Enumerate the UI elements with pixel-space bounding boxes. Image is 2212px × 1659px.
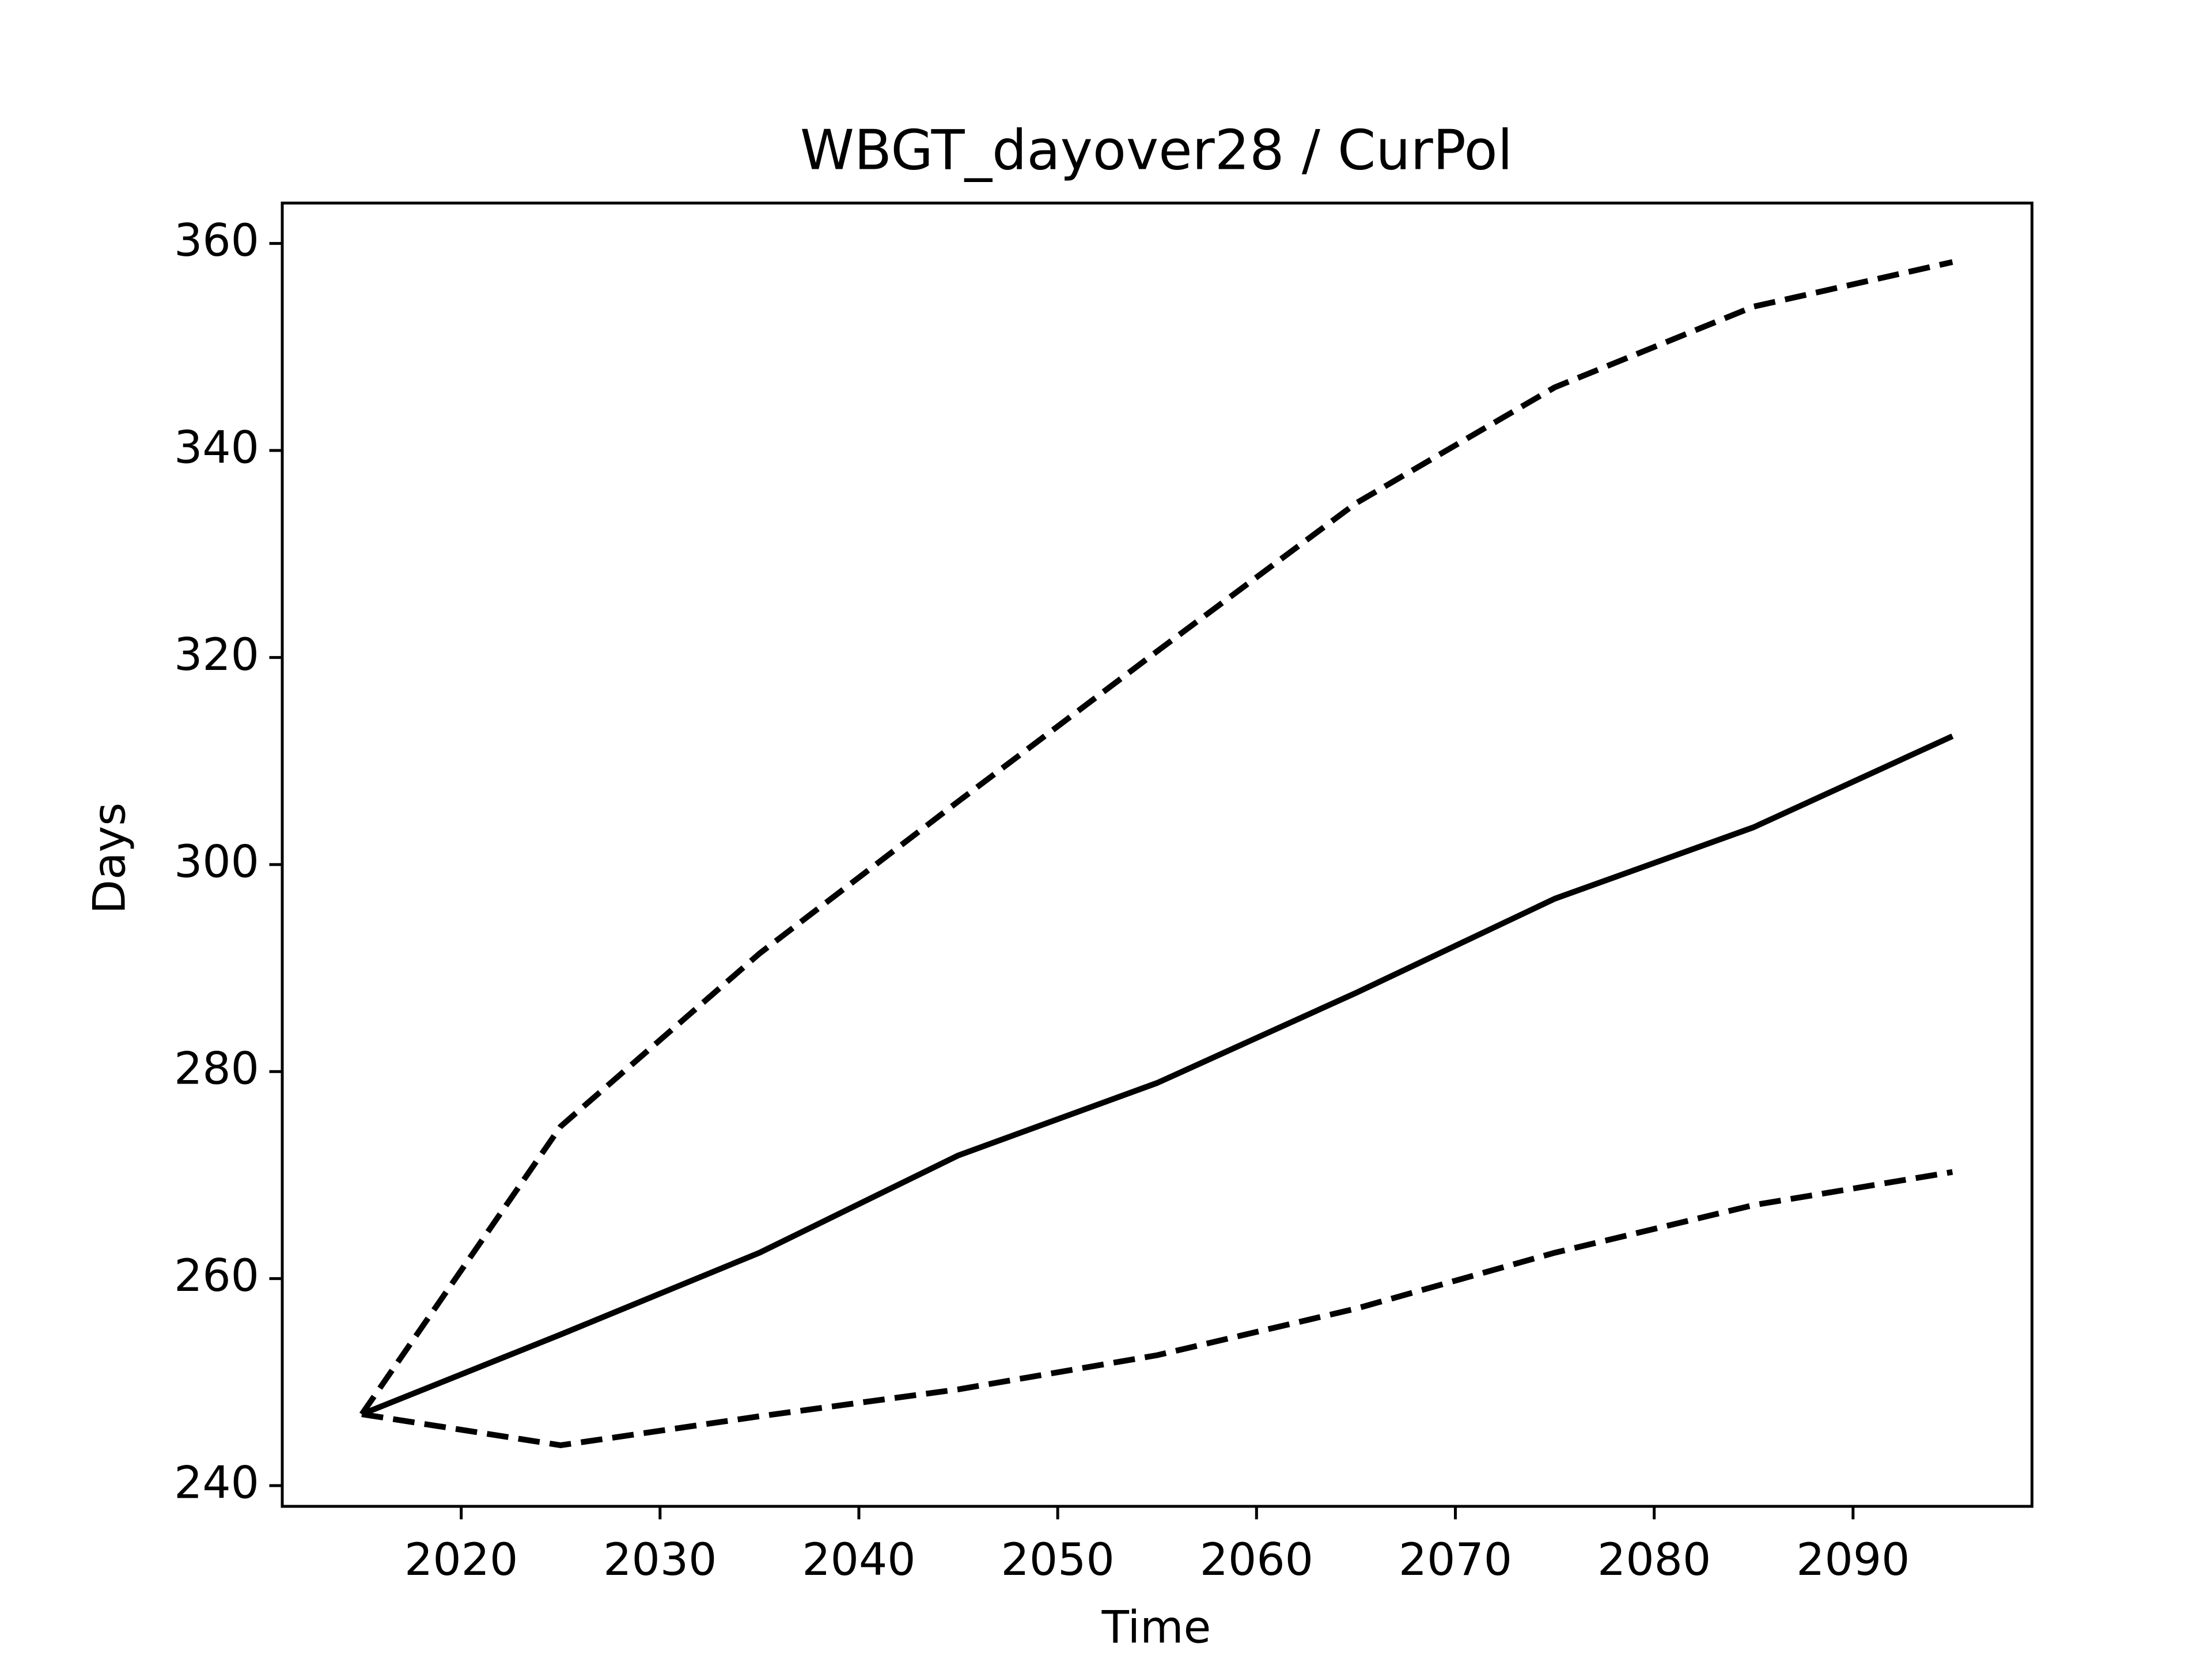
x-tick-label: 2070 xyxy=(1399,1534,1512,1586)
y-tick-label: 240 xyxy=(174,1457,259,1509)
x-tick-label: 2040 xyxy=(802,1534,915,1586)
x-tick-label: 2050 xyxy=(1001,1534,1115,1586)
y-tick-label: 340 xyxy=(174,422,259,474)
y-tick-label: 280 xyxy=(174,1043,259,1095)
x-axis-label: Time xyxy=(1101,1601,1211,1653)
x-tick-label: 2020 xyxy=(404,1534,518,1586)
series-line xyxy=(361,1169,1953,1448)
x-tick-label: 2030 xyxy=(603,1534,717,1586)
y-axis-label: Days xyxy=(84,802,135,914)
x-tick-label: 2080 xyxy=(1597,1534,1711,1586)
x-tick-label: 2060 xyxy=(1200,1534,1313,1586)
y-tick-label: 260 xyxy=(174,1250,259,1302)
series-line xyxy=(359,259,1953,1416)
plot-frame xyxy=(281,202,2033,1508)
x-tick-label: 2090 xyxy=(1796,1534,1910,1586)
y-tick-label: 320 xyxy=(174,629,259,681)
chart-title: WBGT_dayover28 / CurPol xyxy=(800,119,1513,182)
series-line xyxy=(361,733,1954,1417)
y-tick-label: 360 xyxy=(174,215,259,267)
y-tick-label: 300 xyxy=(174,836,259,888)
